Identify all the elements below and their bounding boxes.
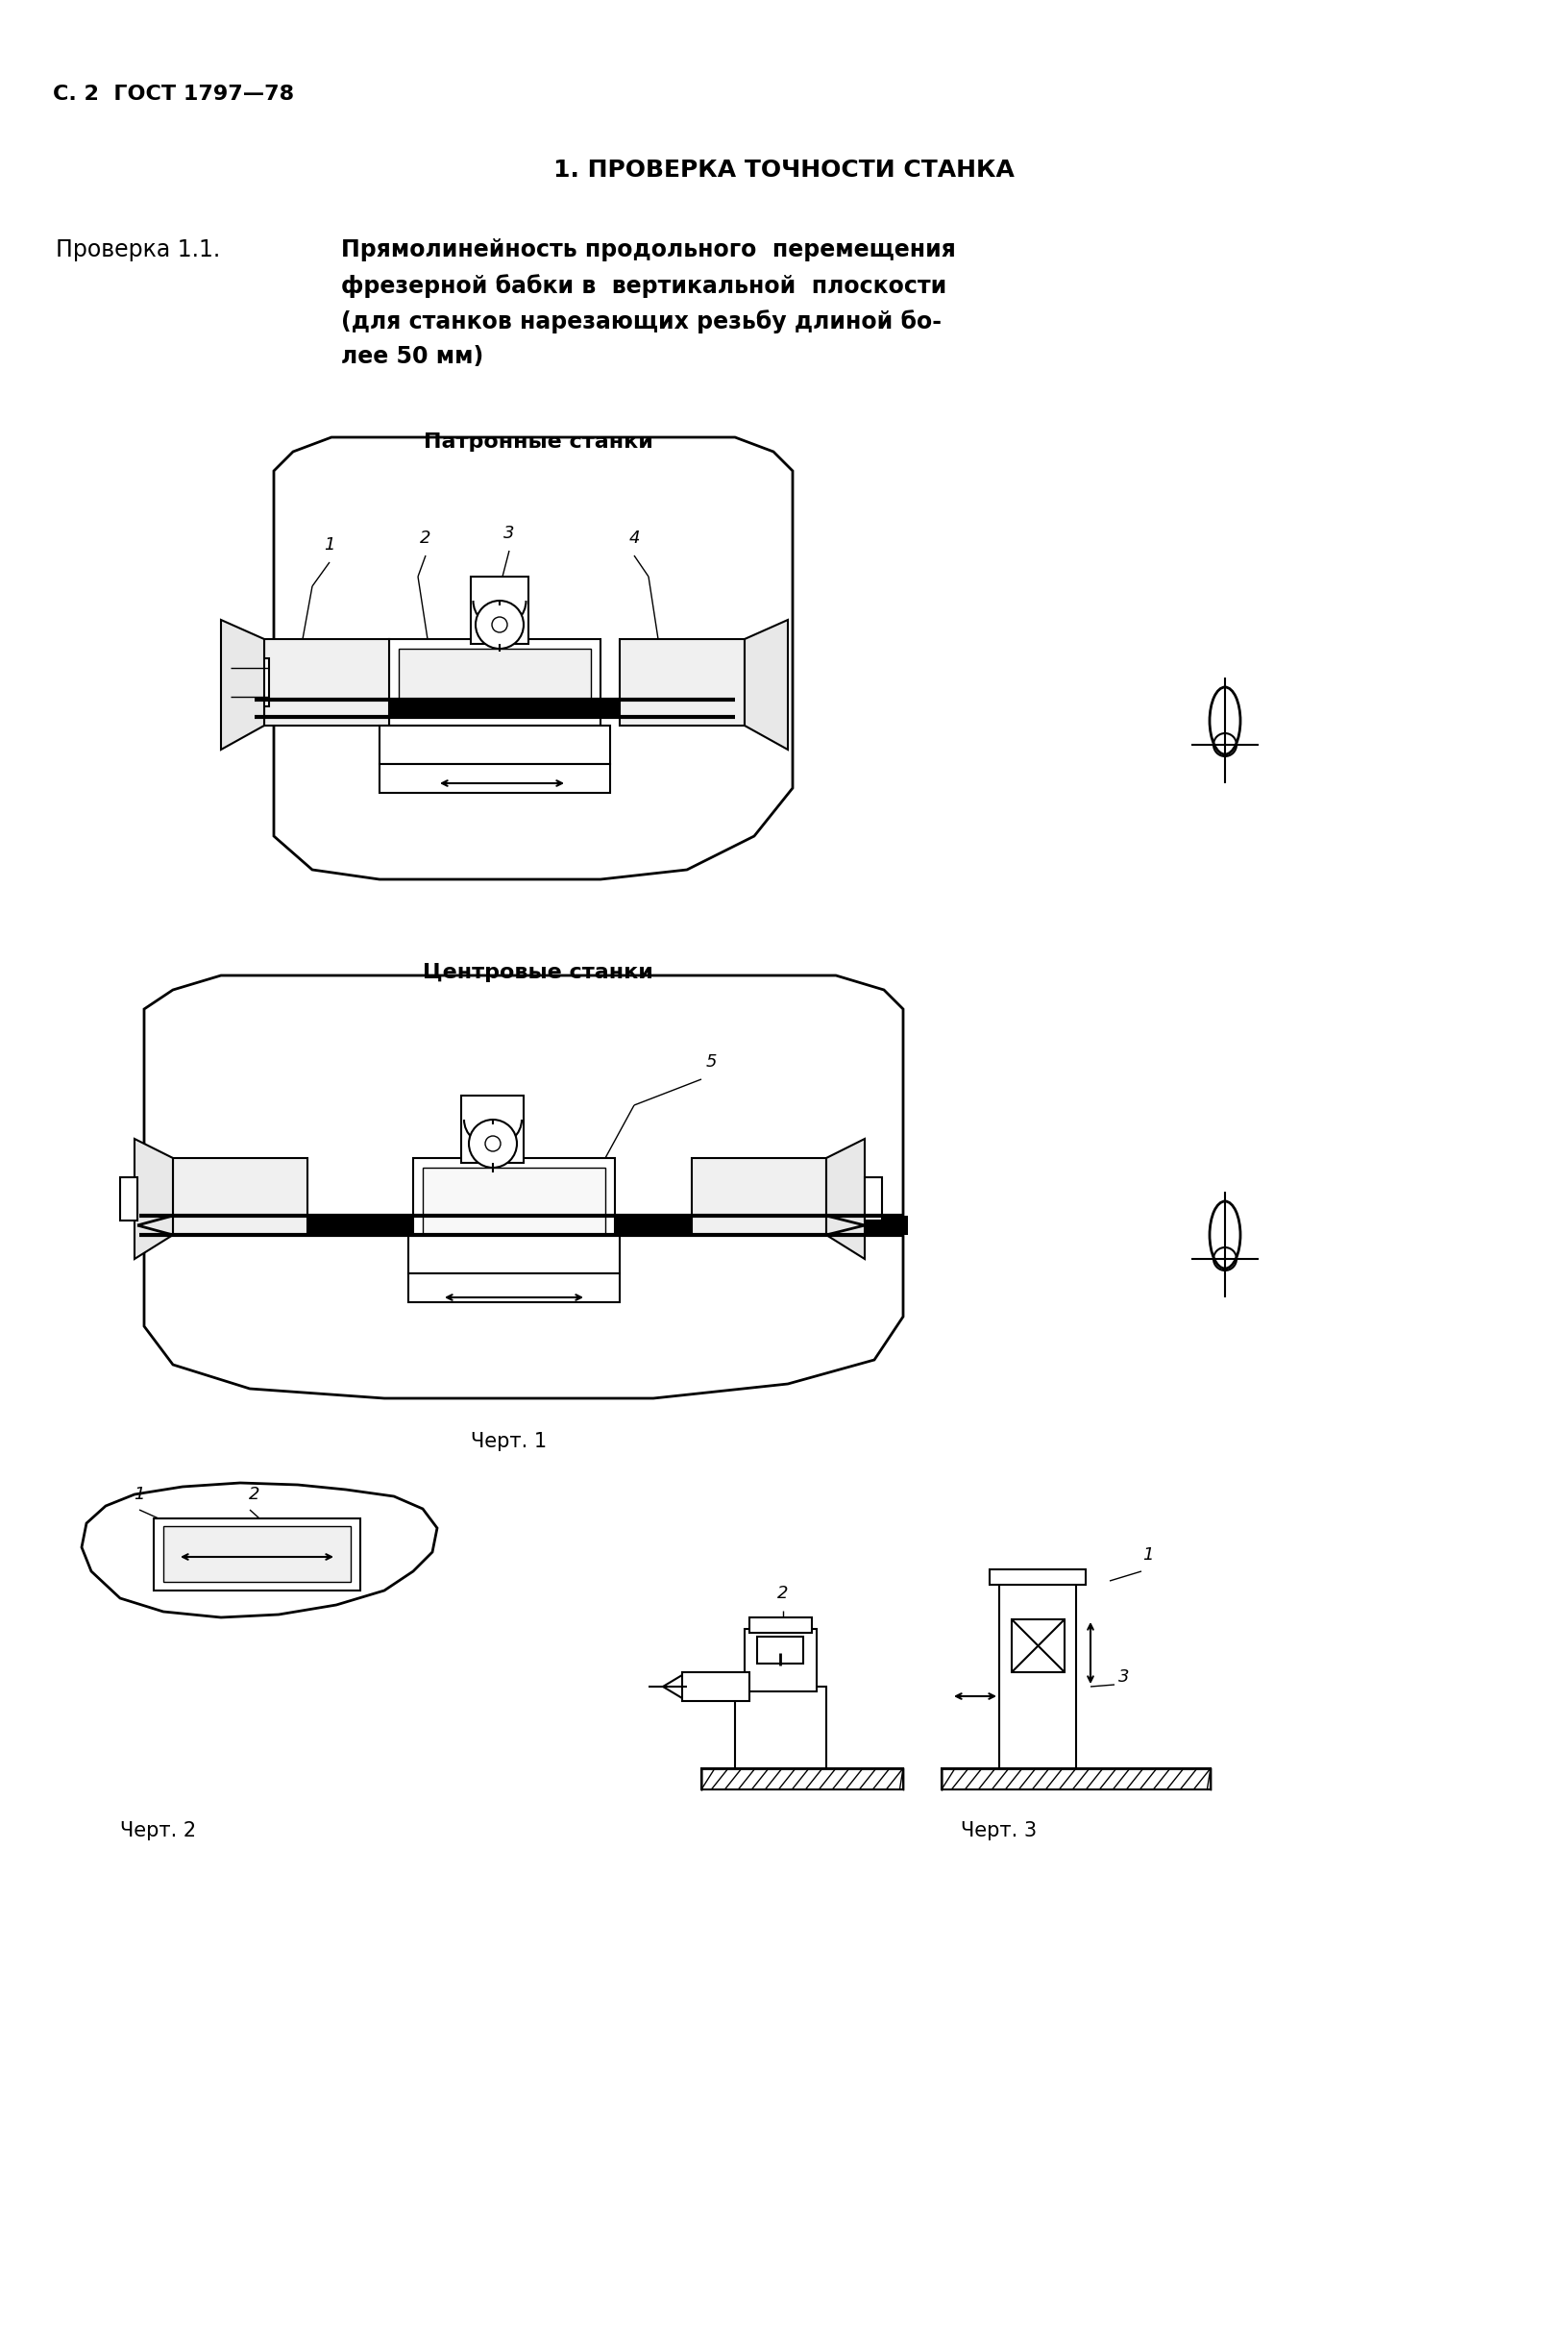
Text: 2: 2 <box>778 1584 789 1603</box>
Text: 2: 2 <box>420 530 431 546</box>
Text: 1. ПРОВЕРКА ТОЧНОСТИ СТАНКА: 1. ПРОВЕРКА ТОЧНОСТИ СТАНКА <box>554 159 1014 183</box>
Bar <box>750 1617 811 1633</box>
Bar <box>757 1638 803 1664</box>
Text: 1: 1 <box>325 537 336 553</box>
Text: Патронные станки: Патронные станки <box>423 433 652 452</box>
Polygon shape <box>826 1139 864 1258</box>
Text: 4: 4 <box>629 530 640 546</box>
Bar <box>263 640 389 726</box>
Bar <box>682 1673 750 1701</box>
Bar <box>701 1769 903 1790</box>
Text: 2: 2 <box>249 1485 260 1504</box>
Bar <box>1011 1619 1065 1673</box>
Text: 1: 1 <box>1142 1546 1152 1563</box>
Text: (для станков нарезающих резьбу длиной бо-: (для станков нарезающих резьбу длиной бо… <box>340 309 941 333</box>
Bar <box>412 1157 615 1235</box>
Bar <box>398 649 591 717</box>
Bar <box>864 1176 881 1221</box>
Bar <box>941 1769 1210 1790</box>
Text: Прямолинейность продольного  перемещения: Прямолинейность продольного перемещения <box>340 239 955 262</box>
Text: 3: 3 <box>503 525 514 541</box>
Bar <box>408 1235 619 1272</box>
Polygon shape <box>745 621 787 750</box>
Bar <box>745 1628 817 1692</box>
Bar <box>422 1167 605 1235</box>
Bar <box>734 1687 826 1769</box>
Polygon shape <box>135 1139 172 1258</box>
Bar <box>154 1518 361 1591</box>
Bar <box>230 658 268 705</box>
Bar <box>140 1216 908 1235</box>
Text: Черт. 1: Черт. 1 <box>470 1432 547 1450</box>
Text: 1: 1 <box>133 1485 144 1504</box>
Bar <box>389 640 601 726</box>
Bar <box>379 726 610 764</box>
Circle shape <box>475 600 524 649</box>
Text: Центровые станки: Центровые станки <box>422 963 652 982</box>
Bar <box>619 640 745 726</box>
Bar <box>254 701 734 717</box>
Text: Черт. 3: Черт. 3 <box>961 1821 1036 1839</box>
Bar <box>461 1097 524 1162</box>
Text: 5: 5 <box>706 1054 717 1071</box>
Bar <box>379 764 610 792</box>
Bar <box>121 1176 138 1221</box>
Bar <box>408 1272 619 1303</box>
Bar <box>470 576 528 644</box>
Bar <box>163 1525 351 1582</box>
Text: фрезерной бабки в  вертикальной  плоскости: фрезерной бабки в вертикальной плоскости <box>340 274 946 298</box>
Text: 3: 3 <box>1118 1668 1129 1685</box>
Text: лее 50 мм): лее 50 мм) <box>340 344 483 368</box>
Bar <box>691 1157 826 1235</box>
Polygon shape <box>221 621 263 750</box>
Bar <box>172 1157 307 1235</box>
Text: С. 2  ГОСТ 1797—78: С. 2 ГОСТ 1797—78 <box>53 84 293 103</box>
Text: Черт. 2: Черт. 2 <box>121 1821 196 1839</box>
Text: Проверка 1.1.: Проверка 1.1. <box>56 239 220 262</box>
Bar <box>989 1570 1085 1584</box>
Circle shape <box>469 1120 516 1167</box>
Bar <box>999 1582 1076 1769</box>
